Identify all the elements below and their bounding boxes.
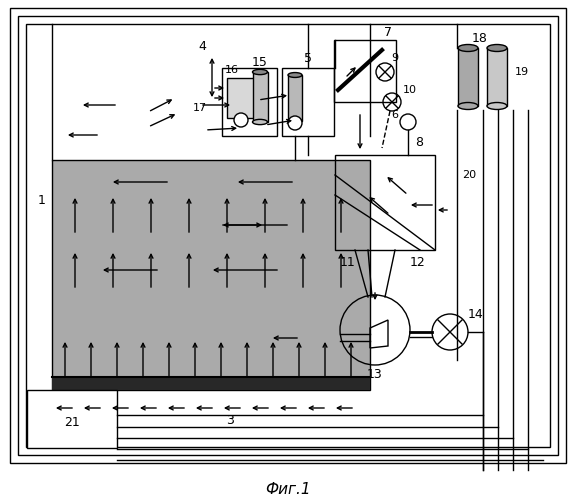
Text: 19: 19	[515, 67, 529, 77]
Text: 20: 20	[462, 170, 476, 180]
Bar	[253, 72, 268, 122]
Text: 12: 12	[410, 256, 426, 268]
Ellipse shape	[253, 120, 268, 124]
Circle shape	[288, 116, 302, 130]
Bar	[227, 78, 255, 118]
Bar	[458, 48, 478, 106]
Bar	[27, 390, 117, 448]
Bar	[18, 16, 558, 455]
Text: 7: 7	[384, 26, 392, 38]
Text: 18: 18	[472, 32, 488, 44]
Circle shape	[400, 114, 416, 130]
Text: 9: 9	[391, 53, 399, 63]
Bar	[52, 377, 370, 390]
Text: 17: 17	[193, 103, 207, 113]
Ellipse shape	[288, 118, 302, 124]
Text: 6: 6	[391, 110, 398, 120]
Text: 5: 5	[304, 52, 312, 66]
Bar	[334, 40, 396, 102]
Bar	[335, 155, 435, 250]
Text: 4: 4	[198, 40, 206, 52]
Text: 14: 14	[468, 308, 484, 322]
Ellipse shape	[487, 44, 507, 52]
Text: 15: 15	[252, 56, 268, 70]
Bar	[222, 68, 277, 136]
Text: 3: 3	[226, 414, 234, 426]
Bar	[282, 68, 334, 136]
Ellipse shape	[458, 102, 478, 110]
Bar	[487, 48, 507, 106]
Text: 8: 8	[415, 136, 423, 149]
Text: 10: 10	[403, 85, 417, 95]
Text: 16: 16	[225, 65, 239, 75]
Text: 13: 13	[367, 368, 383, 382]
Bar	[288, 75, 302, 121]
Ellipse shape	[487, 102, 507, 110]
Bar	[26, 24, 550, 447]
Text: Фиг.1: Фиг.1	[265, 482, 311, 498]
Ellipse shape	[458, 44, 478, 52]
Bar	[52, 160, 370, 390]
Text: 21: 21	[64, 416, 80, 428]
Text: 11: 11	[340, 256, 356, 268]
Text: 1: 1	[38, 194, 46, 206]
Circle shape	[234, 113, 248, 127]
Ellipse shape	[253, 70, 268, 74]
Ellipse shape	[288, 72, 302, 78]
